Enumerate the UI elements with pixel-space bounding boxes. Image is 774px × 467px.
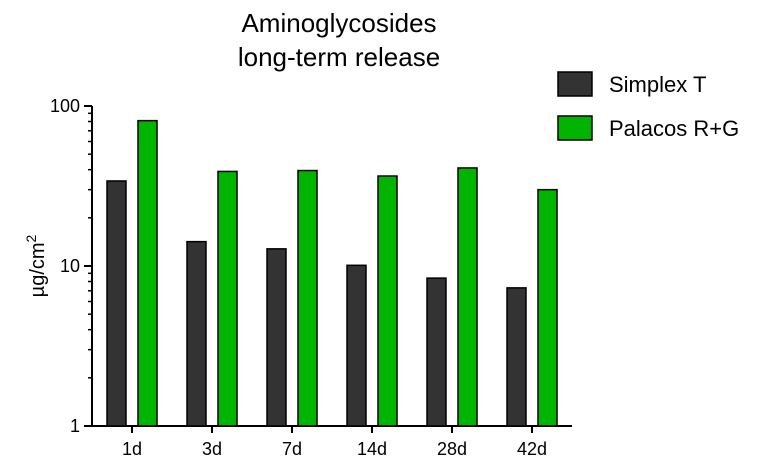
- x-tick-label: 14d: [357, 439, 387, 459]
- bar-palacos-r-g-3d: [217, 170, 238, 427]
- bar-simplex-t-1d: [106, 180, 127, 427]
- bar-palacos-r-g-28d: [457, 167, 478, 427]
- bar-simplex-t-28d: [426, 277, 447, 427]
- bar-simplex-t-7d: [266, 248, 287, 427]
- chart-title-line-1: Aminoglycosides: [241, 8, 436, 38]
- bar-simplex-t-3d: [186, 240, 207, 427]
- x-tick-label: 7d: [282, 439, 302, 459]
- legend-label: Palacos R+G: [609, 116, 739, 141]
- bars: [106, 119, 558, 427]
- legend-swatch: [557, 115, 593, 141]
- y-axis-label-superscript: 2: [23, 234, 39, 242]
- y-axis-label-text: µg/cm: [27, 242, 49, 297]
- y-axis-label: µg/cm2: [23, 234, 49, 297]
- x-tick-label: 3d: [202, 439, 222, 459]
- y-axis: 1 10 100: [50, 96, 93, 436]
- x-tick-label: 28d: [437, 439, 467, 459]
- bar-palacos-r-g-7d: [297, 169, 318, 427]
- x-tick-label: 1d: [122, 439, 142, 459]
- legend-label: Simplex T: [609, 72, 706, 97]
- bar-palacos-r-g-14d: [377, 175, 398, 427]
- bar-palacos-r-g-1d: [137, 119, 158, 427]
- x-axis: 1d 3d 7d 14d 28d 42d: [91, 425, 572, 459]
- y-tick-label: 1: [70, 416, 80, 436]
- chart-title-line-2: long-term release: [238, 42, 440, 72]
- x-tick-label: 42d: [517, 439, 547, 459]
- bar-palacos-r-g-42d: [537, 188, 558, 427]
- legend-swatch: [557, 71, 593, 97]
- y-tick-label: 10: [60, 256, 80, 276]
- bar-simplex-t-14d: [346, 264, 367, 427]
- legend: Simplex T Palacos R+G: [557, 71, 739, 141]
- y-tick-label: 100: [50, 96, 80, 116]
- bar-simplex-t-42d: [506, 287, 527, 427]
